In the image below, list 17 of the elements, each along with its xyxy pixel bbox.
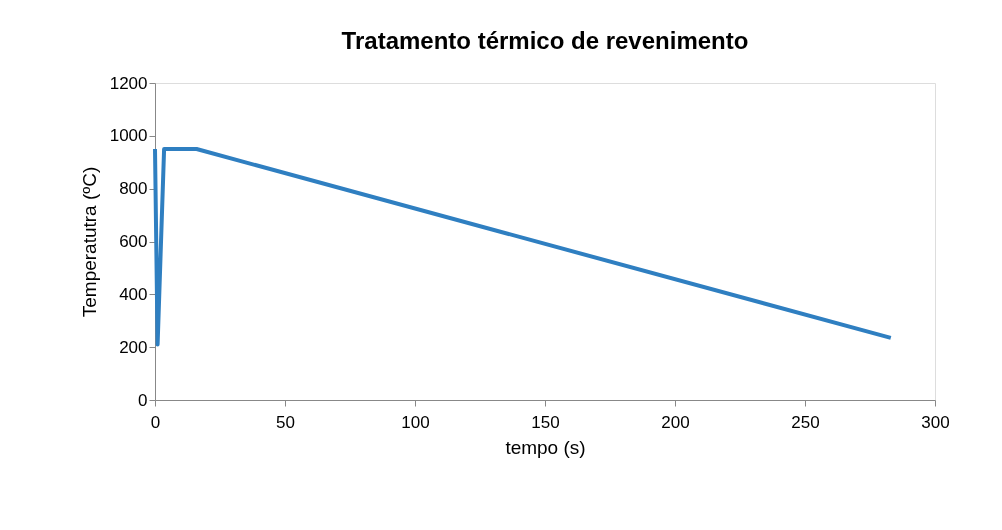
x-tick-label: 0 [150, 412, 161, 432]
x-tick-label: 250 [791, 412, 820, 432]
y-tick-label: 0 [138, 390, 148, 410]
x-tick-label: 100 [401, 412, 430, 432]
x-tick-label: 300 [921, 412, 950, 432]
y-tick-label: 800 [119, 179, 148, 199]
y-axis-title: Temperatutra (ºC) [78, 166, 100, 318]
y-tick-label: 600 [119, 232, 148, 251]
chart-title: Tratamento térmico de revenimento [341, 27, 749, 54]
y-tick-label: 1000 [109, 126, 148, 146]
x-tick-label: 50 [276, 412, 295, 432]
x-axis-title: tempo (s) [505, 436, 586, 458]
x-tick-label: 200 [661, 412, 690, 432]
x-tick-label: 150 [531, 412, 560, 432]
y-tick-label: 400 [119, 284, 148, 304]
y-tick-label: 200 [119, 337, 148, 357]
y-tick-label: 1200 [109, 73, 148, 93]
